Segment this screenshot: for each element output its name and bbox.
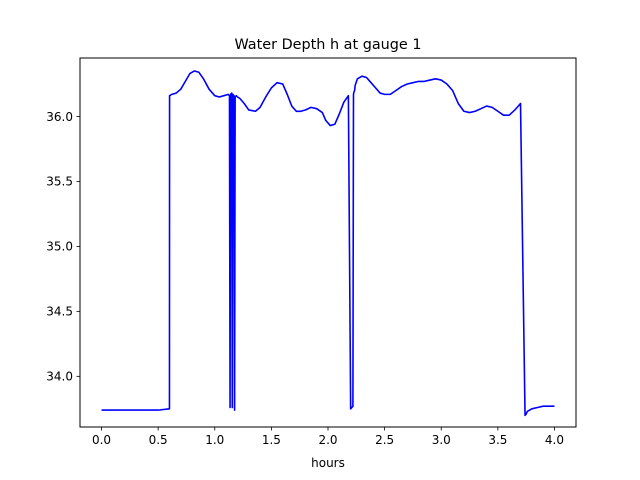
x-axis-ticks: 0.0 0.5 1.0 1.5 2.0 2.5 3.0 3.5 4.0 <box>92 427 564 447</box>
series-layer <box>101 70 555 417</box>
y-tick-label: 34.0 <box>46 370 73 384</box>
x-tick-label: 1.0 <box>205 433 224 447</box>
y-tick-label: 36.0 <box>46 110 73 124</box>
x-axis-label: hours <box>311 456 345 470</box>
chart-title: Water Depth h at gauge 1 <box>234 37 421 53</box>
x-tick-label: 3.5 <box>488 433 507 447</box>
x-tick-label: 2.0 <box>318 433 337 447</box>
y-tick-label: 34.5 <box>46 305 73 319</box>
y-axis-ticks: 34.0 34.5 35.0 35.5 36.0 <box>46 110 80 384</box>
x-tick-label: 3.0 <box>432 433 451 447</box>
x-tick-label: 0.5 <box>149 433 168 447</box>
series-line <box>101 70 555 417</box>
x-tick-label: 2.5 <box>375 433 394 447</box>
x-tick-label: 0.0 <box>92 433 111 447</box>
y-tick-label: 35.5 <box>46 175 73 189</box>
y-tick-label: 35.0 <box>46 240 73 254</box>
x-tick-label: 1.5 <box>262 433 281 447</box>
x-tick-label: 4.0 <box>545 433 564 447</box>
